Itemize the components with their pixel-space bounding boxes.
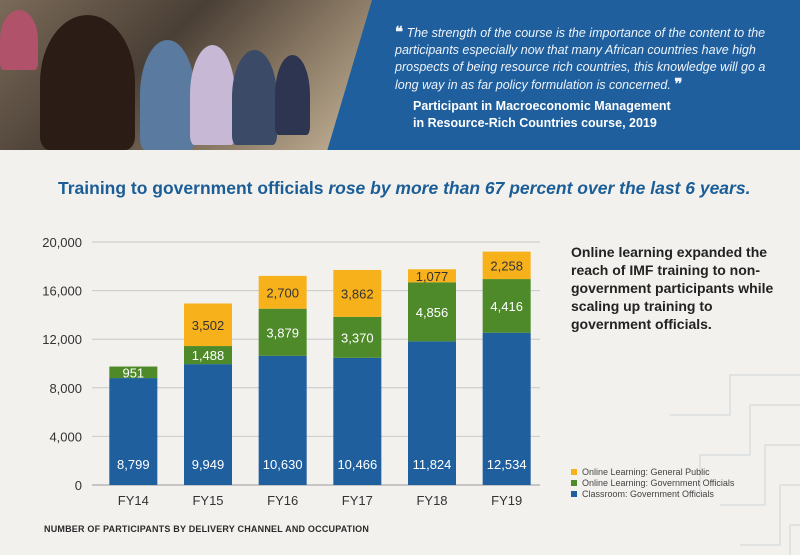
quote-attribution: Participant in Macroeconomic Management … [413, 98, 773, 132]
data-label-classroom-fy15: 9,949 [192, 457, 225, 472]
headline-part-2: rose by more than 67 percent over the la… [328, 178, 751, 198]
legend-label-online-gov: Online Learning: Government Officials [582, 477, 735, 488]
quote-text: The strength of the course is the import… [395, 26, 766, 92]
y-tick-label-0: 0 [75, 478, 82, 493]
y-tick-label-20000: 20,000 [42, 235, 82, 250]
bar-classroom-fy16 [258, 355, 307, 485]
bar-online-public-fy18 [408, 269, 456, 283]
x-tick-label-fy18: FY18 [416, 493, 447, 508]
data-label-online-gov-fy14: 951 [122, 365, 144, 380]
page-headline: Training to government officials rose by… [58, 178, 788, 199]
participants-bar-chart: 0 4,000 8,000 12,000 16,000 20,000 8,799 951 FY1… [42, 235, 540, 508]
y-tick-label-12000: 12,000 [42, 332, 82, 347]
chart-legend: Online Learning: General Public Online L… [571, 466, 734, 499]
close-quote-icon: ❞ [674, 76, 683, 93]
header-banner: ❝ The strength of the course is the impo… [0, 0, 800, 150]
data-label-classroom-fy16: 10,630 [263, 457, 303, 472]
bar-online-public-fy17 [333, 269, 382, 317]
legend-item-online-public: Online Learning: General Public [571, 466, 734, 477]
data-label-online-gov-fy16: 3,879 [266, 325, 299, 340]
data-label-online-gov-fy19: 4,416 [490, 299, 523, 314]
bar-classroom-fy15 [184, 364, 232, 485]
x-tick-label-fy15: FY15 [192, 493, 223, 508]
data-label-online-public-fy17: 3,862 [341, 286, 374, 301]
y-tick-label-4000: 4,000 [49, 429, 82, 444]
bar-online-public-fy19 [482, 251, 531, 280]
data-label-online-gov-fy15: 1,488 [192, 348, 225, 363]
data-label-online-public-fy19: 2,258 [490, 258, 523, 273]
legend-label-online-public: Online Learning: General Public [582, 466, 710, 477]
data-label-online-gov-fy17: 3,370 [341, 330, 374, 345]
x-tick-label-fy14: FY14 [118, 493, 149, 508]
attribution-line-2: in Resource-Rich Countries course, 2019 [413, 116, 657, 130]
legend-swatch-online-public [571, 468, 577, 475]
x-tick-label-fy19: FY19 [491, 493, 522, 508]
attribution-line-1: Participant in Macroeconomic Management [413, 99, 671, 113]
y-tick-label-8000: 8,000 [49, 381, 82, 396]
circuit-pattern [670, 374, 800, 555]
x-tick-label-fy16: FY16 [267, 493, 298, 508]
data-label-online-public-fy16: 2,700 [266, 285, 299, 300]
bar-online-gov-fy15 [184, 346, 232, 365]
legend-swatch-classroom [571, 490, 577, 497]
chart-footer-caption: NUMBER OF PARTICIPANTS BY DELIVERY CHANN… [44, 524, 370, 534]
data-label-online-public-fy18: 1,077 [416, 269, 449, 284]
bar-classroom-fy19 [482, 332, 531, 485]
data-label-classroom-fy19: 12,534 [487, 457, 527, 472]
data-label-online-gov-fy18: 4,856 [416, 305, 449, 320]
open-quote-icon: ❝ [395, 24, 404, 41]
bar-online-public-fy15 [184, 303, 232, 347]
bar-online-public-fy16 [258, 275, 307, 309]
data-label-online-public-fy15: 3,502 [192, 318, 225, 333]
legend-item-online-gov: Online Learning: Government Officials [571, 477, 734, 488]
y-tick-label-16000: 16,000 [42, 284, 82, 299]
data-label-classroom-fy14: 8,799 [117, 457, 150, 472]
bar-online-gov-fy18 [408, 282, 456, 342]
training-photo [0, 0, 372, 150]
bar-classroom-fy14 [109, 378, 158, 485]
headline-part-1: Training to government officials [58, 178, 329, 198]
legend-item-classroom: Classroom: Government Officials [571, 488, 734, 499]
bar-classroom-fy17 [333, 357, 382, 485]
bar-online-gov-fy19 [482, 279, 531, 333]
data-label-classroom-fy18: 11,824 [413, 457, 452, 472]
data-label-classroom-fy17: 10,466 [337, 457, 377, 472]
legend-swatch-online-gov [571, 479, 577, 486]
bar-online-gov-fy16 [258, 308, 307, 356]
bar-online-gov-fy14 [109, 366, 158, 379]
testimonial-quote: ❝ The strength of the course is the impo… [395, 24, 780, 94]
legend-label-classroom: Classroom: Government Officials [582, 488, 714, 499]
bar-classroom-fy18 [408, 341, 456, 485]
bar-online-gov-fy17 [333, 316, 382, 358]
x-tick-label-fy17: FY17 [342, 493, 373, 508]
chart-sidenote: Online learning expanded the reach of IM… [571, 244, 774, 332]
